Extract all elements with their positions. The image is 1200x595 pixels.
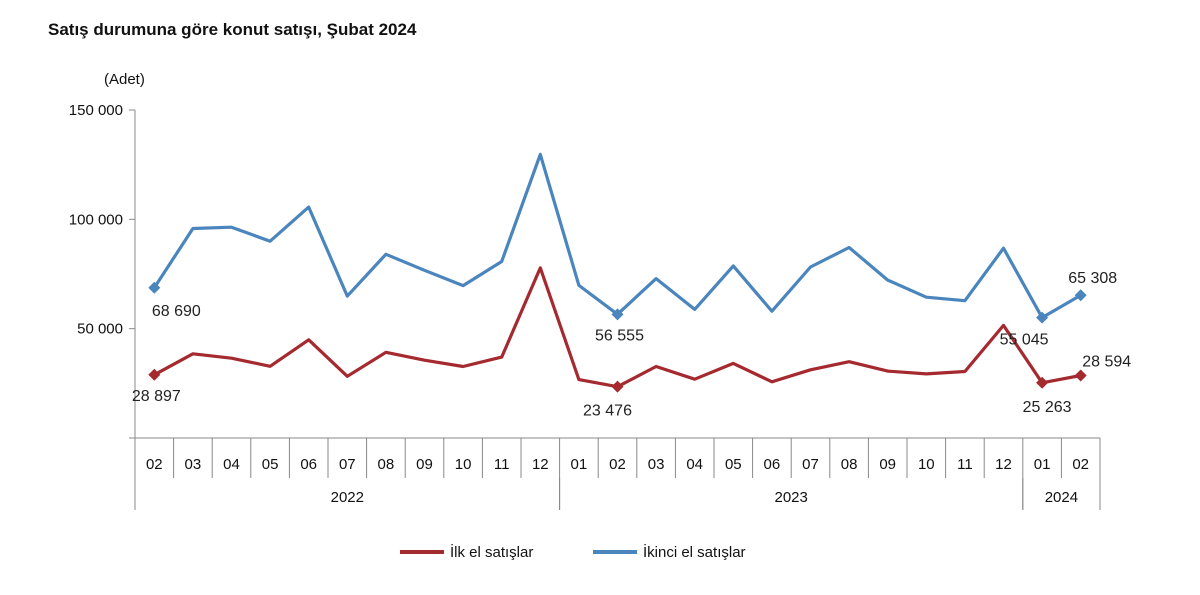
year-label: 2024: [1045, 489, 1078, 506]
x-tick-label: 06: [300, 456, 317, 473]
x-tick-label: 06: [764, 456, 781, 473]
data-labels: 28 897 23 476 25 263 28 594 68 690 56 555 55 0…: [132, 270, 1131, 419]
x-tick-label: 07: [339, 456, 356, 473]
x-tick-label: 02: [1072, 456, 1089, 473]
legend: İlk el satışlar İkinci el satışlar: [400, 543, 746, 561]
x-tick-label: 07: [802, 456, 819, 473]
x-tick-label: 03: [648, 456, 665, 473]
legend-label: İkinci el satışlar: [643, 543, 746, 561]
series-marker: [1074, 369, 1087, 382]
x-tick-label: 11: [494, 456, 510, 473]
x-tick-label: 08: [378, 456, 395, 473]
series-marker: [148, 281, 161, 294]
x-tick-label: 02: [609, 456, 626, 473]
series-marker: [611, 380, 624, 393]
x-tick-label: 04: [223, 456, 240, 473]
x-tick-label: 03: [185, 456, 202, 473]
x-tick-label: 05: [262, 456, 279, 473]
x-tick-label: 01: [1034, 456, 1051, 473]
x-tick-label: 01: [571, 456, 588, 473]
data-label: 25 263: [1023, 399, 1072, 416]
x-tick-label: 12: [532, 456, 549, 473]
y-tick-label: 100 000: [69, 211, 123, 228]
x-tick-label: 12: [995, 456, 1012, 473]
x-tick-label: 10: [455, 456, 472, 473]
series-line: [152, 152, 1082, 320]
chart-title: Satış durumuna göre konut satışı, Şubat …: [48, 20, 417, 39]
data-label: 28 897: [132, 388, 181, 405]
x-tick-label: 02: [146, 456, 163, 473]
series-marker: [1036, 376, 1049, 389]
legend-label: İlk el satışlar: [450, 543, 533, 561]
series-marker: [611, 308, 624, 321]
x-tick-label: 09: [879, 456, 896, 473]
x-tick-label: 10: [918, 456, 935, 473]
series-marker: [1074, 289, 1087, 302]
y-tick-label: 50 000: [77, 321, 123, 338]
x-tick-label: 05: [725, 456, 742, 473]
axes: 50 000 100 000 150 000 02 03 04 05 06 07 08 09 10 11…: [69, 102, 1101, 510]
data-label: 28 594: [1082, 353, 1131, 370]
series-marker: [148, 368, 161, 381]
y-tick-label: 150 000: [69, 102, 123, 119]
y-axis-unit-label: (Adet): [104, 71, 145, 88]
x-tick-label: 09: [416, 456, 433, 473]
year-label: 2022: [331, 489, 364, 506]
data-label: 55 045: [1000, 332, 1049, 349]
data-label: 23 476: [583, 403, 632, 420]
data-label: 65 308: [1068, 270, 1117, 287]
data-label: 68 690: [152, 303, 201, 320]
data-label: 56 555: [595, 327, 644, 344]
x-tick-label: 11: [957, 456, 973, 473]
year-label: 2023: [775, 489, 808, 506]
series-lines: [152, 152, 1082, 389]
series-marker: [1036, 311, 1049, 324]
x-tick-label: 08: [841, 456, 858, 473]
x-tick-label: 04: [686, 456, 703, 473]
series-markers: [148, 281, 1087, 393]
